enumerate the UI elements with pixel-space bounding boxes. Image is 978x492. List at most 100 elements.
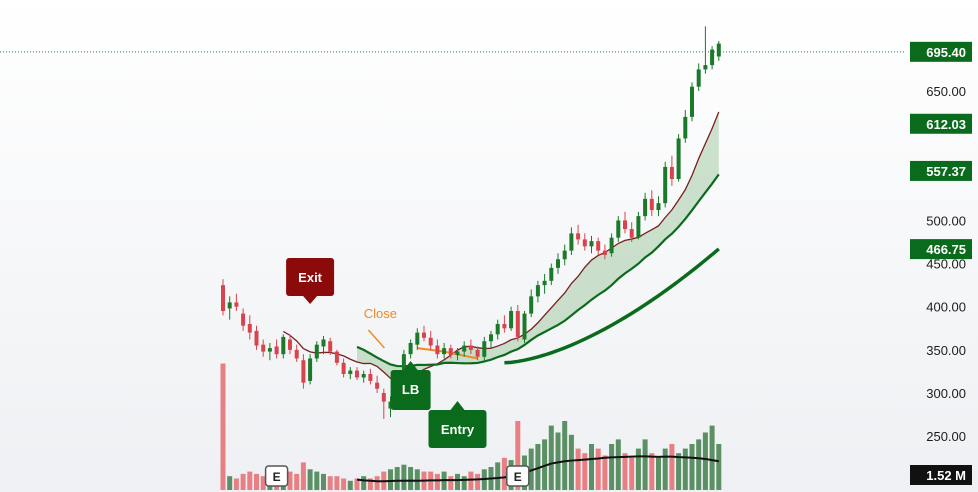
volume-bar [247, 471, 253, 490]
volume-bar [361, 476, 367, 490]
volume-bar [515, 421, 521, 490]
volume-bar [568, 434, 574, 490]
volume-bar [227, 476, 233, 490]
candle-body [562, 250, 567, 260]
candle-body [643, 198, 648, 217]
volume-bar [649, 453, 655, 490]
candle-body [368, 374, 373, 381]
volume-bar [388, 469, 393, 490]
candle-body [267, 348, 272, 352]
volume-tag [910, 465, 972, 485]
price-tag-label: 557.37 [926, 164, 966, 179]
ma-cloud [357, 111, 719, 382]
candle-body [308, 358, 313, 381]
candle-body [381, 393, 386, 402]
candle-body [448, 348, 453, 356]
volume-bar [334, 476, 340, 490]
candle-body [623, 220, 627, 230]
candle-body [314, 344, 319, 359]
candle-body [455, 351, 460, 356]
volume-bar [562, 421, 568, 490]
volume-bar [354, 478, 360, 490]
candle-body [609, 237, 614, 254]
candle-body [341, 362, 346, 375]
volume-bar [575, 448, 581, 490]
candle-body [502, 323, 507, 329]
candle-body [515, 311, 520, 337]
candle-body [703, 65, 708, 70]
volume-bar [475, 473, 481, 490]
price-tag [910, 160, 972, 181]
volume-bar [535, 444, 541, 490]
candle-body [716, 43, 721, 57]
volume-bar [582, 453, 588, 490]
price-tag [910, 239, 972, 260]
y-tick-label: 250.00 [926, 429, 966, 444]
candle-body [569, 233, 574, 251]
y-tick-label: 500.00 [926, 213, 966, 228]
candle-body [596, 241, 601, 251]
volume-bar [709, 425, 715, 490]
candle-body [489, 334, 493, 342]
entry-flag [428, 410, 487, 448]
volume-tag-label: 1.52 M [926, 468, 966, 483]
volume-bar [528, 448, 534, 490]
price-tag [910, 113, 972, 134]
candle-body [254, 330, 259, 346]
volume-bar [341, 478, 347, 490]
exit-flag-label: Exit [298, 270, 323, 285]
volume-bar [642, 439, 648, 490]
volume-bar [589, 444, 594, 490]
candle-body [361, 374, 366, 378]
price-tag-label: 466.75 [926, 242, 966, 257]
volume-bar [240, 473, 246, 490]
candle-body [482, 341, 487, 357]
exit-flag [286, 258, 335, 296]
lb-flag-pointer [403, 361, 418, 370]
candle-body [475, 349, 480, 357]
candle-body [542, 280, 547, 286]
volume-bar [602, 455, 608, 490]
volume-bar [448, 476, 454, 490]
candle-body [690, 86, 694, 117]
candle-body [435, 345, 440, 355]
candle-body [556, 259, 560, 268]
volume-bar [609, 444, 615, 490]
volume-bar [676, 453, 682, 490]
volume-bar [696, 439, 702, 490]
candle-body [602, 250, 607, 255]
candle-body [221, 285, 225, 312]
candle-body [294, 349, 299, 359]
volume-bar [555, 432, 561, 490]
candle-body [462, 345, 467, 352]
volume-bar [622, 453, 628, 490]
candle-body [549, 267, 554, 281]
volume-bar [408, 467, 414, 490]
candle-body [408, 342, 413, 355]
volume-bar [394, 467, 400, 490]
candle-body [281, 336, 286, 355]
lb-flag-label: LB [402, 382, 419, 397]
price-tag-label: 695.40 [926, 45, 966, 60]
volume-bar [233, 478, 239, 490]
ma-short-line [282, 111, 720, 382]
volume-bar [374, 476, 380, 490]
volume-bar [716, 444, 722, 490]
candle-body [401, 354, 406, 380]
y-tick-label: 650.00 [926, 84, 966, 99]
volume-bar [260, 476, 266, 490]
volume-bar [548, 425, 554, 490]
volume-bar [300, 462, 306, 490]
candle-body [669, 166, 674, 180]
volume-bar [414, 469, 420, 490]
candle-body [649, 198, 654, 211]
volume-bar [347, 480, 353, 490]
price-tag [910, 41, 972, 62]
candle-body [288, 339, 292, 350]
earnings-marker-label: E [273, 470, 281, 484]
close-label: Close [364, 306, 397, 321]
candle-body [328, 341, 333, 352]
candle-body [227, 302, 232, 309]
